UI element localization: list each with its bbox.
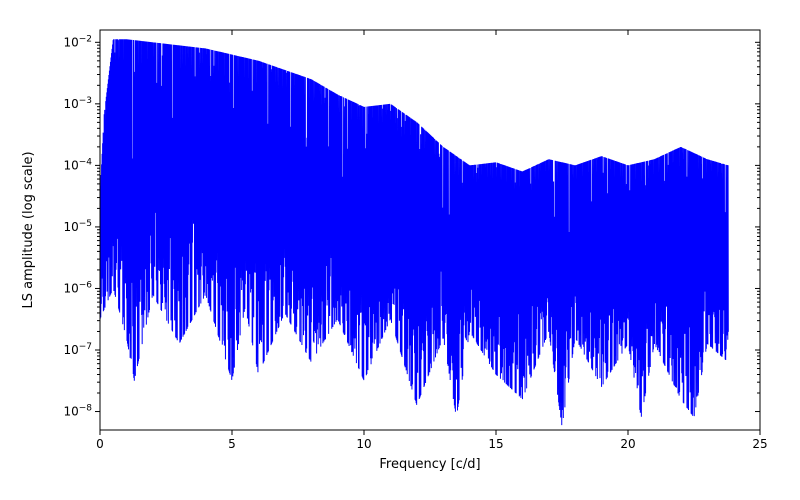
y-tick-label: 10−2 [63,34,92,49]
periodogram-chart: 0 5 10 15 20 25 10−8 10−7 10−6 10−5 10−4 10−3 10−2 Fr… [0,0,800,500]
y-tick-label: 10−4 [63,157,92,172]
y-axis-label: LS amplitude (log scale) [21,151,36,308]
y-tick-label: 10−8 [63,404,92,419]
x-tick-label: 0 [96,437,104,451]
x-tick-label: 10 [356,437,371,451]
x-tick-label: 20 [620,437,635,451]
x-tick-label: 5 [228,437,236,451]
y-tick-label: 10−6 [63,280,92,295]
x-tick-label: 15 [488,437,503,451]
y-tick-label: 10−7 [63,342,92,357]
x-axis-label: Frequency [c/d] [379,457,480,472]
y-tick-label: 10−3 [63,96,92,111]
chart-container: 0 5 10 15 20 25 10−8 10−7 10−6 10−5 10−4 10−3 10−2 Fr… [0,0,800,500]
x-tick-label: 25 [752,437,767,451]
y-tick-label: 10−5 [63,219,92,234]
